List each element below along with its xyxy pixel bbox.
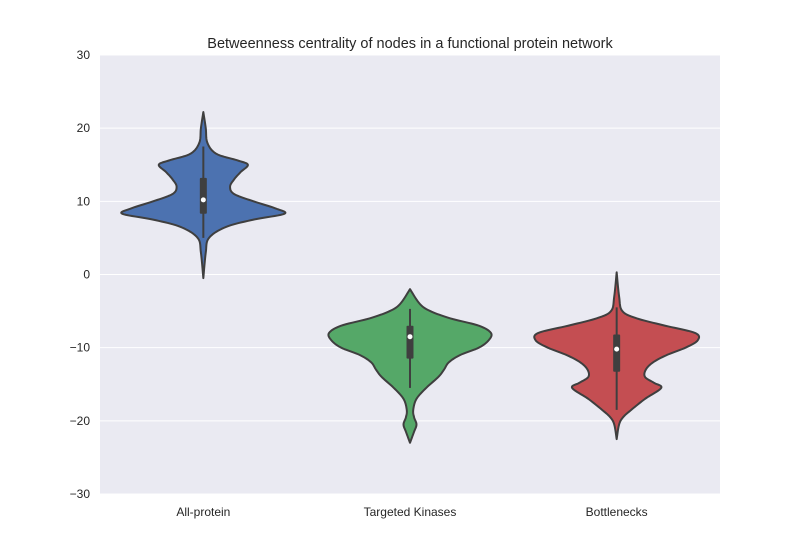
x-tick-label: Bottlenecks [586, 505, 648, 519]
violin-iqr-box [406, 325, 414, 359]
y-tick-label: −30 [70, 487, 91, 501]
violin-median [407, 334, 413, 340]
violin-1 [120, 111, 287, 280]
y-tick-label: 0 [83, 268, 90, 282]
y-tick-label: 30 [77, 48, 91, 62]
violin-iqr-box [613, 334, 621, 372]
violin-median [614, 346, 620, 352]
violins [120, 111, 701, 444]
x-tick-label: All-protein [176, 505, 230, 519]
y-tick-label: −10 [70, 341, 91, 355]
violin-iqr-box [199, 177, 207, 214]
chart-title: Betweenness centrality of nodes in a fun… [207, 36, 613, 52]
x-tick-labels: All-protein Targeted Kinases Bottlenecks [176, 505, 647, 519]
y-tick-label: 20 [77, 121, 91, 135]
y-tick-label: −20 [70, 414, 91, 428]
violin-median [200, 197, 206, 203]
x-tick-label: Targeted Kinases [364, 505, 457, 519]
violin-2 [327, 288, 493, 444]
violin-3 [533, 271, 701, 441]
y-tick-labels: 30 20 10 0 −10 −20 −30 [70, 48, 91, 501]
y-tick-label: 10 [77, 194, 91, 208]
